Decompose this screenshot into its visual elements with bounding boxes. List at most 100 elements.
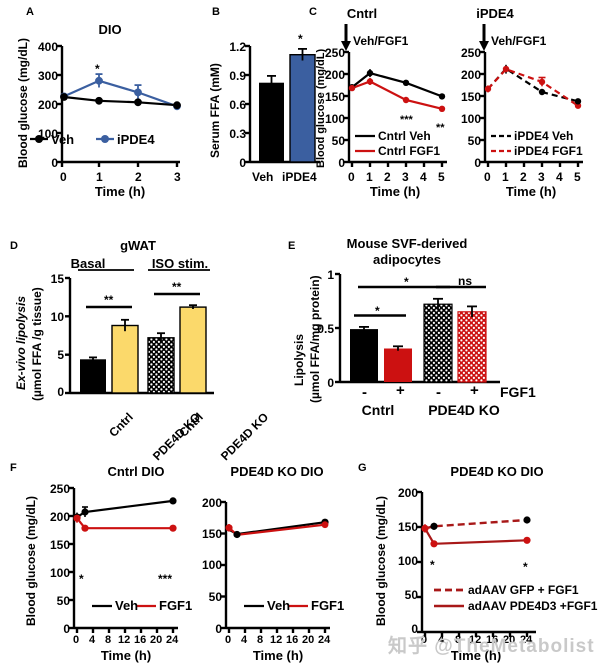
panel-e-title-line2: adipocytes	[373, 252, 441, 267]
panel-c-label: C	[309, 6, 317, 18]
panel-b-ytick: 0	[239, 156, 246, 170]
panel-f-left-xtick: 4	[89, 634, 96, 646]
panel-e-ylabel-line1: Lipolysis	[292, 333, 306, 386]
panel-a: A DIO Blood glucose (mg/dL) 400 300 200 …	[0, 0, 195, 200]
panel-g-xtick: 20	[503, 634, 516, 646]
panel-g-ytick: 150	[397, 520, 418, 534]
panel-d-ylabel-line2: (µmol FFA /g tissue)	[30, 287, 44, 401]
panel-c-right-xlabel: Time (h)	[505, 184, 557, 199]
panel-g-xtick: 0	[421, 634, 428, 646]
panel-f-right-xlabel: Time (h)	[252, 648, 304, 663]
panel-f-left-xtick: 0	[73, 634, 80, 646]
panel-c-right-plot	[480, 50, 583, 167]
panel-c-left-ytick: 250	[324, 46, 345, 60]
panel-f-left-sig: ***	[158, 572, 173, 586]
panel-f-left-ytick: 250	[49, 482, 70, 496]
panel-f-left-xtick: 16	[134, 634, 147, 646]
panel-a-legend-veh: Veh	[51, 132, 75, 147]
panel-e-ytick: 0	[327, 376, 334, 390]
panel-e-sign: -	[436, 384, 441, 401]
panel-f-left-legend-fgf1: FGF1	[159, 598, 193, 613]
panel-f: F Blood glucose (mg/dL) Cntrl DIO 250 20…	[0, 448, 355, 667]
panel-d-ylabel-line1: Ex-vivo lipolysis	[14, 295, 28, 390]
panel-g-xtick: 12	[469, 634, 482, 646]
panel-f-right-xtick: 0	[225, 634, 232, 646]
panel-a-ytick: 200	[37, 98, 58, 112]
panel-e-label: E	[288, 240, 296, 252]
panel-b-sig-star: *	[298, 32, 303, 46]
panel-a-ytick: 0	[51, 156, 58, 170]
panel-a-sig-star: *	[95, 62, 100, 76]
panel-e-sig-cntrl: *	[375, 304, 380, 318]
panel-c-right-ytick: 200	[460, 68, 481, 82]
panel-e-sign-label: FGF1	[500, 384, 536, 400]
panel-d-title: gWAT	[120, 238, 156, 253]
panel-g-ytick: 200	[397, 486, 418, 500]
panel-c-left-legend-marks	[355, 134, 375, 153]
panel-g-title: PDE4D KO DIO	[450, 464, 544, 479]
panel-e-ytick: 0.5	[317, 322, 334, 336]
panel-c-left-sig: **	[436, 122, 445, 134]
panel-c-right-arrow-label: Veh/FGF1	[491, 34, 547, 48]
panel-f-right-xtick: 4	[241, 634, 248, 646]
panel-d-sig-basal: **	[104, 293, 114, 307]
panel-c-left-ytick: 150	[324, 90, 345, 104]
panel-c-right-title: iPDE4	[476, 6, 514, 21]
panel-c-right-xtick: 2	[520, 170, 527, 184]
panel-b-ytick: 0.6	[229, 98, 246, 112]
panel-c-right-legend-marks	[491, 134, 511, 153]
panel-c-left-xtick: 1	[366, 170, 373, 184]
panel-d: D gWAT Basal ISO stim. Ex-vivo lipolysis…	[0, 218, 271, 463]
panel-b-plot	[245, 44, 320, 164]
panel-c-left-xtick: 0	[348, 170, 355, 184]
panel-a-legend-marks	[30, 135, 114, 143]
panel-e-group-ko: PDE4D KO	[428, 402, 500, 418]
panel-c-left-xtick: 5	[438, 170, 445, 184]
panel-d-ytick: 0	[57, 385, 64, 399]
panel-c-left-arrow-label: Veh/FGF1	[353, 34, 409, 48]
panel-f-right-xtick: 12	[270, 634, 283, 646]
panel-g-xtick: 8	[455, 634, 462, 646]
panel-c-right-xtick: 1	[502, 170, 509, 184]
panel-g-xlabel: Time (h)	[450, 648, 502, 663]
panel-f-right-xtick: 20	[302, 634, 315, 646]
panel-f-left-ytick: 50	[56, 594, 70, 608]
panel-d-group-basal: Basal	[70, 256, 106, 271]
panel-f-right-xtick: 16	[286, 634, 299, 646]
panel-e-sign: +	[396, 382, 405, 399]
panel-c-left-ytick: 0	[338, 156, 345, 170]
panel-c-left-arrow	[341, 24, 351, 51]
panel-f-left-ytick: 100	[49, 566, 70, 580]
panel-c-left-xtick: 4	[420, 170, 427, 184]
panel-g-legend-pde4d3: adAAV PDE4D3 +FGF1	[468, 599, 598, 613]
panel-e: E Mouse SVF-derived adipocytes Lipolysis…	[262, 218, 600, 433]
panel-c-right-xtick: 0	[484, 170, 491, 184]
panel-c-right-ytick: 250	[460, 46, 481, 60]
panel-e-plot	[335, 272, 500, 384]
panel-f-right-xtick: 24	[318, 634, 331, 646]
panel-f-left-legend-veh: Veh	[115, 598, 139, 613]
panel-b: B Serum FFA (mM) 1.2 0.9 0.6 0.3 0 * Veh…	[190, 0, 320, 200]
panel-c-left-legend-fgf1: Cntrl FGF1	[378, 144, 440, 158]
panel-a-ytick: 100	[37, 127, 58, 141]
panel-f-ylabel: Blood glucose (mg/dL)	[24, 496, 38, 626]
panel-g-sig: *	[523, 560, 528, 574]
panel-e-title-line1: Mouse SVF-derived	[346, 236, 468, 251]
panel-f-left-xtick: 20	[150, 634, 163, 646]
panel-a-ytick: 300	[37, 69, 58, 83]
panel-a-xtick: 1	[96, 170, 103, 184]
panel-c-ylabel: Blood glucose (mg/dL)	[315, 48, 327, 168]
panel-f-right-legend-fgf1: FGF1	[311, 598, 345, 613]
panel-b-ytick: 1.2	[229, 40, 246, 54]
panel-f-label: F	[10, 462, 17, 474]
panel-g-sig: *	[430, 558, 435, 572]
panel-a-xtick: 3	[174, 170, 181, 184]
panel-f-right-ytick: 200	[201, 496, 222, 510]
panel-g-xtick: 16	[486, 634, 499, 646]
panel-f-left-plot	[69, 486, 178, 633]
panel-c-left-title: Cntrl	[346, 6, 378, 21]
panel-g-xtick: 4	[438, 634, 445, 646]
panel-c-right-xtick: 3	[538, 170, 545, 184]
panel-d-plot	[65, 269, 214, 395]
